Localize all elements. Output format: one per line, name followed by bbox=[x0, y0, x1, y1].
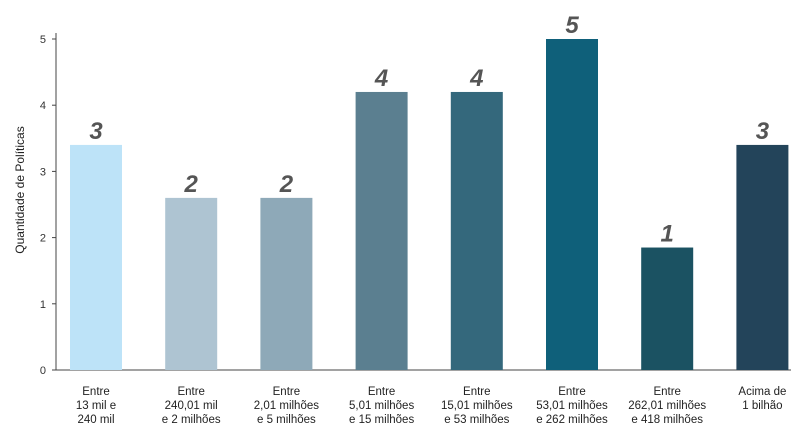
x-tick-label: Entre 5,01 milhões e 15 milhões bbox=[348, 386, 415, 426]
bar-value-label: 3 bbox=[756, 118, 770, 145]
bar-value-label: 3 bbox=[89, 118, 103, 145]
bar-value-label: 4 bbox=[469, 65, 483, 92]
y-tick-label: 5 bbox=[40, 34, 46, 46]
x-tick-label: Acima de 1 bilhão bbox=[738, 386, 787, 412]
bar bbox=[355, 91, 408, 371]
bar bbox=[260, 197, 313, 370]
x-tick-label: Entre 13 mil e 240 mil bbox=[75, 386, 117, 426]
y-axis-label: Quantidade de Políticas bbox=[13, 126, 27, 254]
y-tick-label: 0 bbox=[40, 365, 46, 377]
x-tick-label: Entre 15,01 milhões e 53 milhões bbox=[440, 386, 513, 426]
bar bbox=[736, 144, 789, 370]
y-tick-label: 4 bbox=[40, 100, 46, 112]
bar bbox=[546, 39, 598, 370]
x-tick-label: Entre 262,01 milhões e 418 milhões bbox=[628, 386, 707, 426]
bar-value-label: 4 bbox=[374, 65, 388, 92]
bar bbox=[165, 197, 218, 370]
x-tick-label: Entre 240,01 mil e 2 milhões bbox=[161, 386, 221, 426]
bar bbox=[70, 144, 122, 370]
x-tick-label: Entre 53,01 milhões e 262 milhões bbox=[536, 386, 608, 426]
bar-value-label: 5 bbox=[565, 12, 579, 39]
bar bbox=[641, 247, 694, 370]
y-tick-label: 2 bbox=[40, 233, 46, 245]
y-tick-label: 1 bbox=[40, 299, 46, 311]
bar-value-label: 2 bbox=[279, 171, 294, 198]
bar bbox=[450, 91, 503, 371]
bar-value-label: 2 bbox=[184, 171, 199, 198]
bar-value-label: 1 bbox=[661, 221, 674, 248]
x-tick-label: Entre 2,01 milhões e 5 milhões bbox=[253, 386, 319, 426]
y-tick-label: 3 bbox=[40, 166, 46, 178]
